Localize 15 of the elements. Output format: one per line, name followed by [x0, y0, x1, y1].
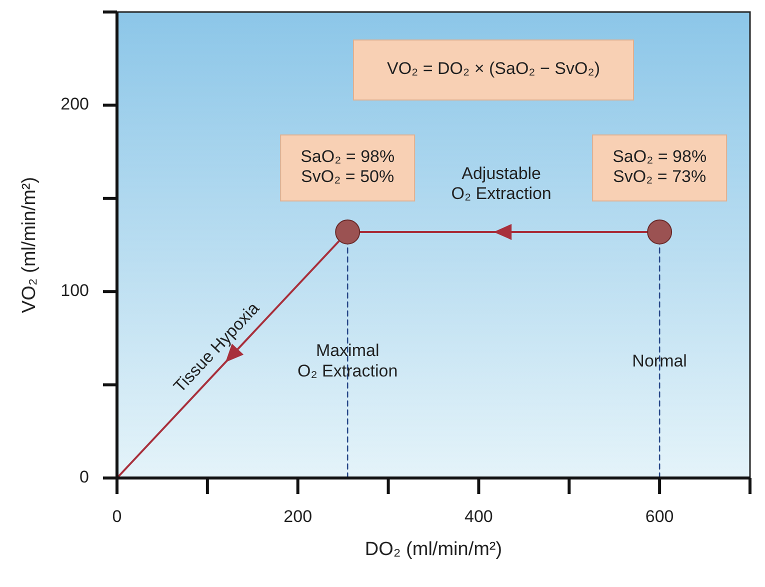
annotation: VO₂ = DO₂ × (SaO₂ − SvO₂)	[387, 59, 600, 78]
y-tick-label: 200	[60, 94, 89, 114]
y-tick-label: 100	[60, 281, 89, 300]
x-axis-title: DO₂ (ml/min/m²)	[364, 539, 502, 560]
x-tick-label: 400	[464, 507, 493, 526]
annotation: Normal	[632, 352, 687, 371]
y-tick-label: 0	[80, 467, 89, 486]
x-tick-label: 200	[284, 507, 312, 526]
annotation: Maximal O₂ Extraction	[298, 342, 398, 382]
annotation: SaO₂ = 98% SvO₂ = 50%	[300, 147, 395, 187]
annotation: Adjustable O₂ Extraction	[451, 164, 552, 204]
x-tick-label: 600	[645, 507, 674, 526]
y-axis-title: VO₂ (ml/min/m²)	[19, 176, 40, 314]
annotation: SaO₂ = 98% SvO₂ = 73%	[612, 147, 707, 187]
x-tick-label: 0	[112, 507, 122, 526]
